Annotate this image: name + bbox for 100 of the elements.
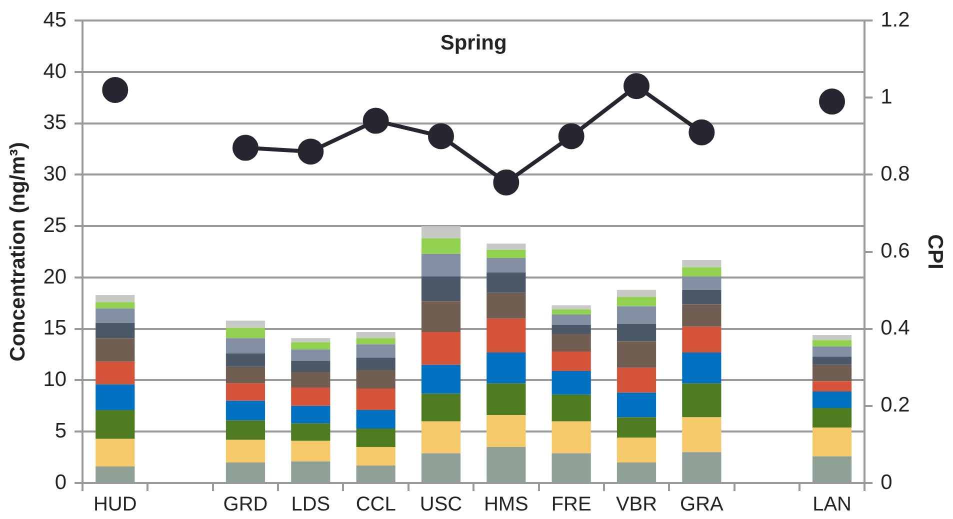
bar — [486, 272, 526, 293]
bar — [291, 406, 330, 424]
bar — [421, 254, 461, 276]
bar — [226, 338, 266, 354]
bar — [96, 438, 135, 467]
bar — [552, 370, 591, 395]
bar — [226, 320, 266, 328]
bar — [682, 452, 722, 482]
bar — [616, 341, 656, 368]
bar — [616, 306, 656, 324]
y2-tick-label: 0.6 — [880, 240, 910, 263]
bar — [552, 421, 591, 454]
y2-tick-label: 0.2 — [880, 394, 910, 417]
bar — [552, 334, 591, 352]
x-tick-label: LDS — [291, 494, 330, 516]
y-tick-label: 25 — [43, 214, 67, 237]
bar — [486, 318, 526, 352]
text: Spring — [440, 31, 507, 54]
bar — [96, 294, 135, 302]
bar — [552, 305, 591, 310]
bar — [291, 461, 330, 482]
point — [428, 123, 454, 150]
bar — [616, 392, 656, 418]
point — [688, 119, 715, 146]
x-tick-label: VBR — [616, 494, 658, 516]
bar — [486, 352, 526, 384]
bar — [812, 335, 852, 340]
y-axis-title: Concentration (ng/m³) — [6, 142, 30, 362]
bar — [421, 238, 461, 254]
bar — [486, 292, 526, 319]
bar — [226, 366, 266, 384]
bar — [356, 332, 396, 338]
y2-tick-label: 0.4 — [880, 316, 910, 340]
bar — [682, 417, 722, 452]
bar — [486, 244, 526, 250]
bar — [96, 322, 135, 338]
bar — [616, 290, 656, 298]
bar — [616, 462, 656, 482]
bar — [552, 324, 591, 334]
bar — [616, 297, 656, 306]
bar — [421, 332, 461, 365]
bar — [812, 408, 852, 428]
bar — [421, 453, 461, 482]
bar — [616, 417, 656, 438]
bar — [552, 453, 591, 482]
x-tick-label: FRE — [551, 494, 592, 516]
bar — [291, 338, 330, 342]
x-tick-label: CCL — [356, 494, 396, 516]
x-tick-label: USC — [420, 494, 462, 516]
bar — [616, 368, 656, 393]
y-tick-label: 0 — [54, 470, 67, 494]
bar — [616, 438, 656, 462]
bar — [486, 447, 526, 482]
bar — [552, 314, 591, 325]
bar — [812, 364, 852, 382]
y-tick-label: 15 — [43, 316, 67, 340]
bar — [552, 351, 591, 371]
bar — [226, 383, 266, 401]
bar — [812, 340, 852, 346]
bar — [812, 381, 852, 392]
point — [558, 123, 584, 150]
point — [819, 88, 846, 115]
y-tick-label: 30 — [43, 162, 67, 186]
x-tick-label: GRA — [680, 494, 724, 516]
bar — [226, 354, 266, 367]
bar — [486, 383, 526, 416]
bar — [291, 349, 330, 361]
bar — [291, 342, 330, 350]
bar — [812, 346, 852, 357]
bar — [356, 410, 396, 429]
bar — [421, 226, 461, 238]
bar — [226, 440, 266, 462]
point — [624, 73, 650, 100]
bar — [96, 362, 135, 384]
bar — [812, 392, 852, 408]
bar — [682, 383, 722, 418]
x-tick-label: LAN — [812, 494, 852, 516]
bar — [812, 456, 852, 482]
bar — [291, 423, 330, 441]
point — [102, 76, 128, 103]
bar — [421, 276, 461, 302]
y-tick-label: 45 — [43, 8, 67, 32]
bar — [356, 466, 396, 482]
bar — [552, 309, 591, 314]
bar — [356, 358, 396, 370]
bar — [291, 440, 330, 462]
y-tick-label: 20 — [43, 265, 67, 288]
y2-axis-title: CPI — [924, 234, 947, 270]
bar — [682, 276, 722, 290]
y2-tick-label: 0.8 — [880, 162, 910, 186]
bar — [682, 290, 722, 304]
bar — [421, 364, 461, 394]
bar — [291, 387, 330, 406]
y2-tick-label: 1 — [880, 85, 892, 108]
bar — [486, 258, 526, 272]
bar — [682, 304, 722, 327]
y2-tick-label: 0 — [880, 470, 892, 494]
bar — [812, 428, 852, 456]
y-tick-label: 40 — [43, 60, 67, 83]
y-tick-label: 5 — [54, 419, 67, 442]
